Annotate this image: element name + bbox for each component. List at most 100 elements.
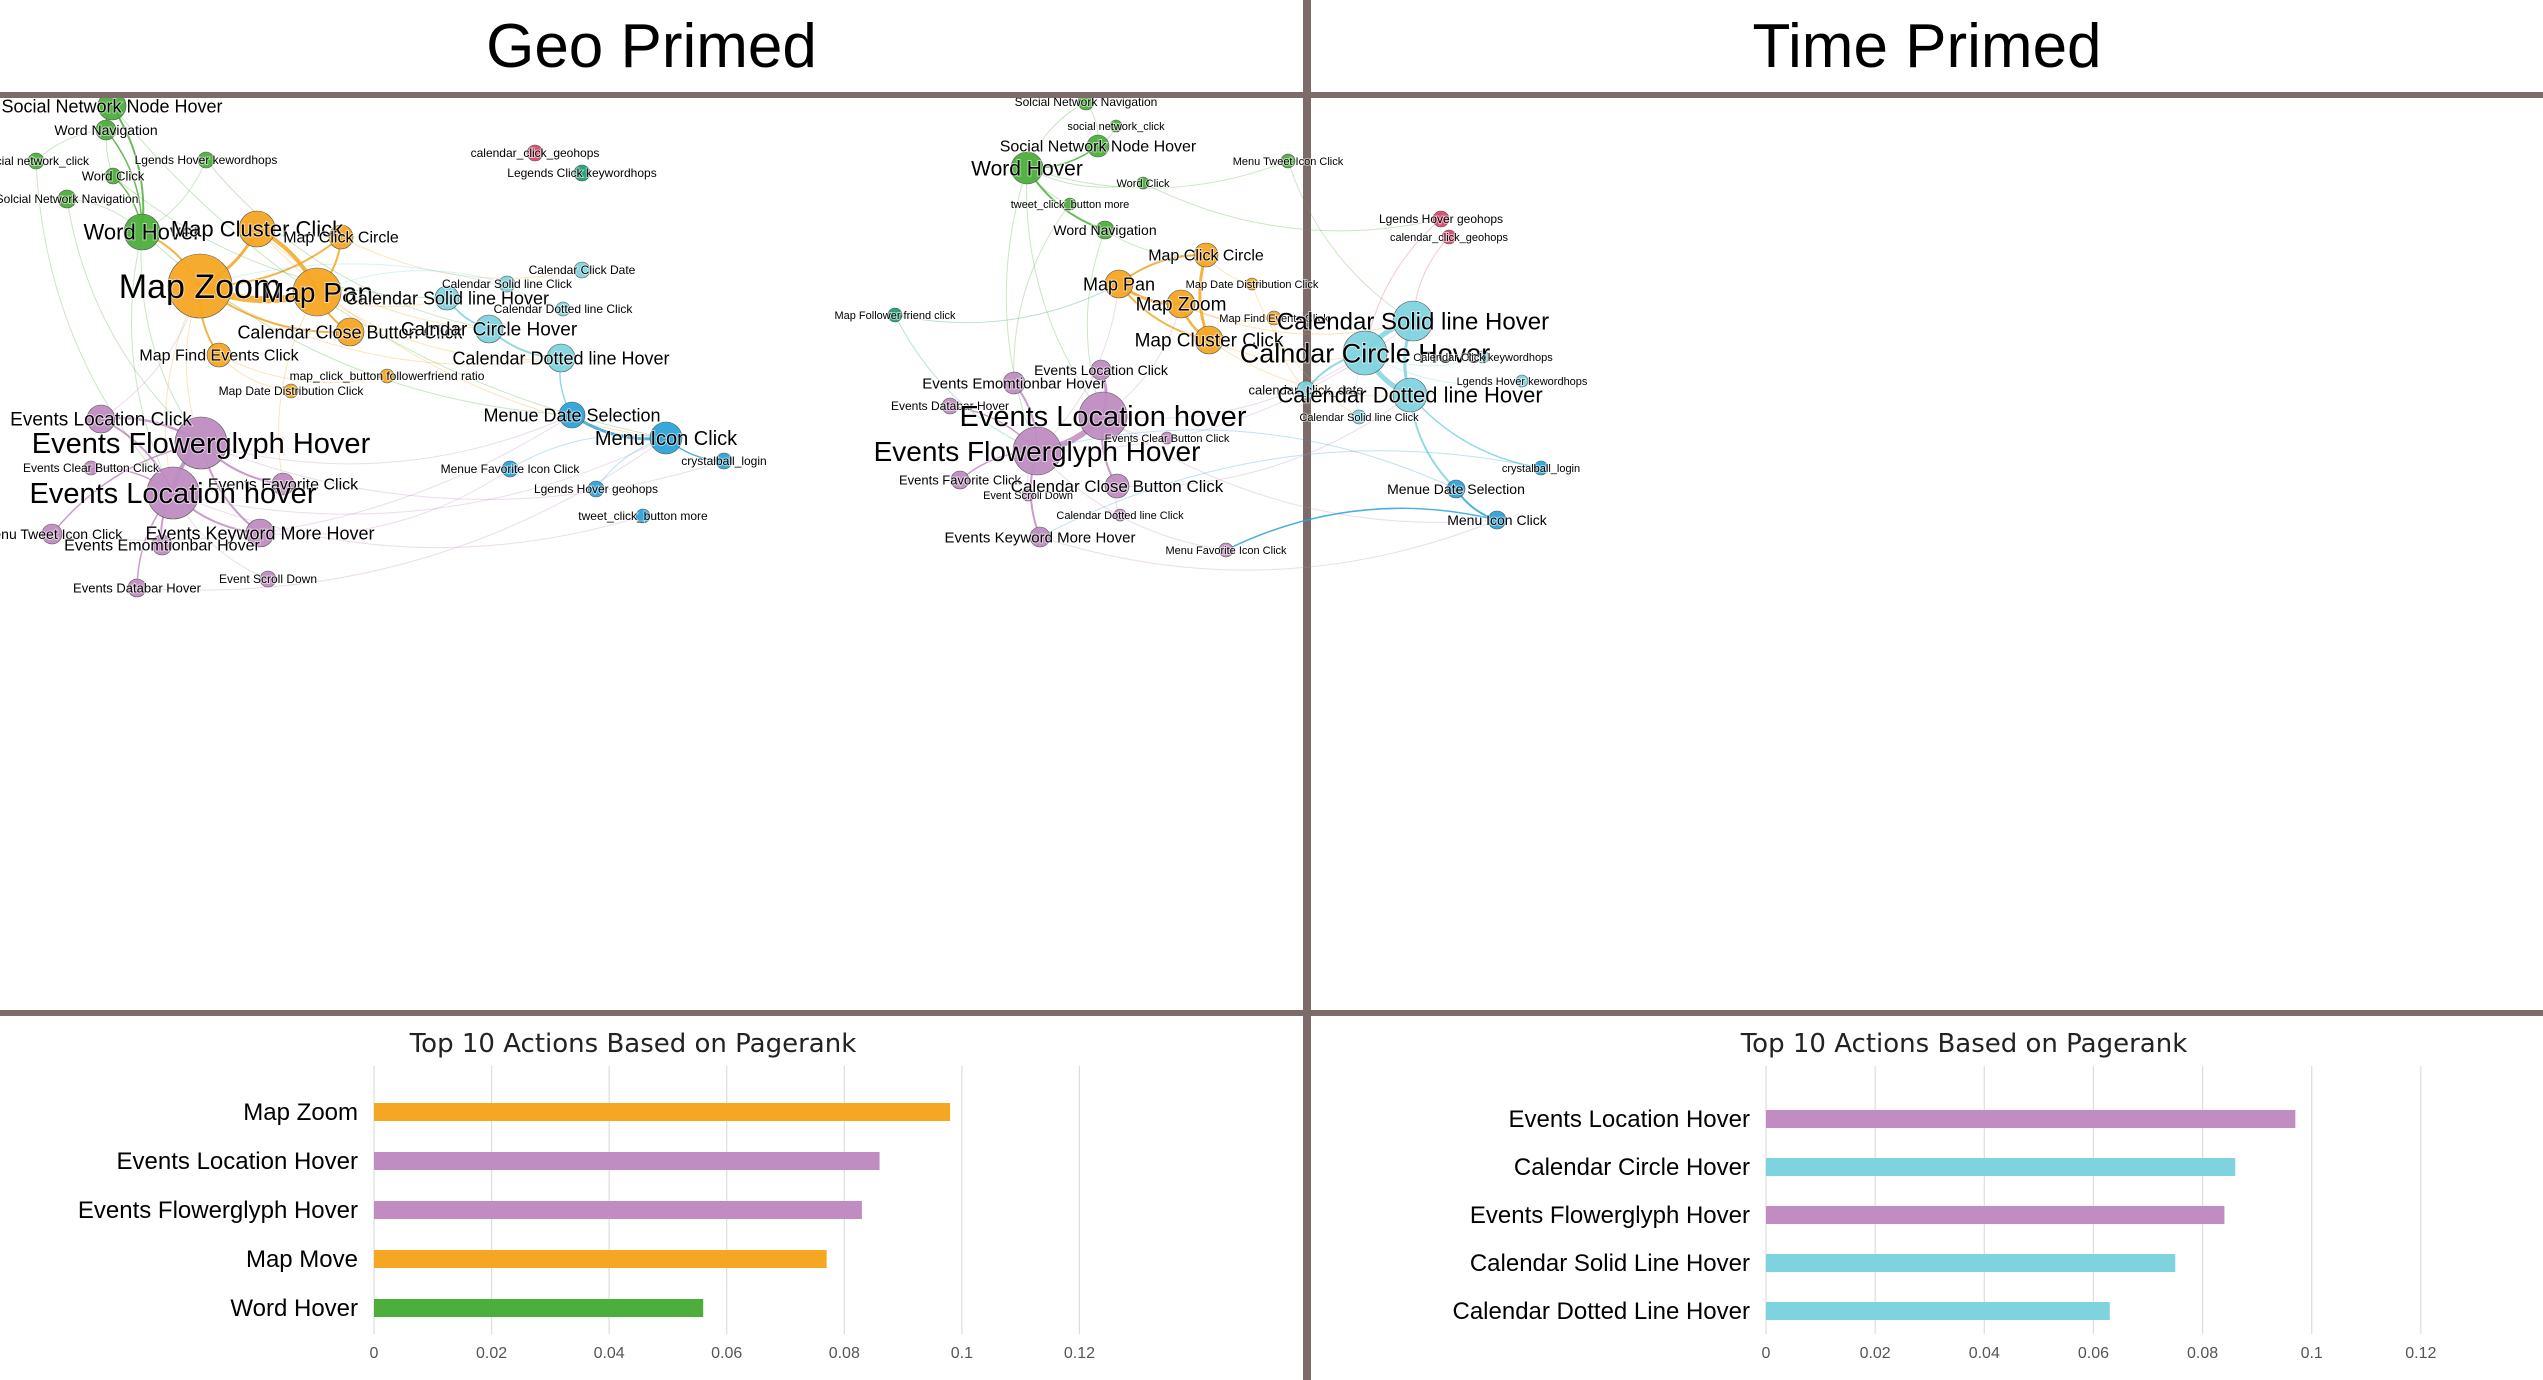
node-word-click[interactable] (1136, 176, 1150, 190)
node-events-flowerglyph-hover[interactable] (174, 416, 228, 470)
node-tweet-click-button-more[interactable] (1063, 197, 1077, 211)
node-calendar-solid-line-click[interactable] (498, 275, 516, 293)
node-crystalball-login[interactable] (1533, 460, 1549, 476)
node-calendar-click-date[interactable] (1296, 380, 1316, 400)
node-solcial-network-navigation[interactable] (1077, 98, 1095, 111)
node-event-scroll-down[interactable] (1021, 488, 1035, 502)
node-label-lgends-hover-kewordhops: Lgends Hover kewordhops (135, 153, 278, 167)
node-calendar-click-geohops[interactable] (1441, 229, 1457, 245)
horizontal-divider-bottom (0, 1010, 2543, 1016)
node-social-network-node-hover[interactable] (1086, 134, 1110, 158)
node-tweet-click-button-more[interactable] (635, 508, 651, 524)
node-calndar-circle-hover[interactable] (474, 314, 504, 344)
node-legends-click-keywordhops[interactable] (573, 164, 591, 182)
node-map-zoom[interactable] (167, 253, 233, 319)
node-events-flowerglyph-hover[interactable] (1012, 426, 1062, 476)
node-calendar-click-keywordhops[interactable] (1476, 350, 1490, 364)
node-menu-tweet-icon-click[interactable] (1280, 153, 1296, 169)
node-label-menu-icon-click: Menu Icon Click (595, 428, 738, 450)
node-menu-favorite-icon-click[interactable] (1218, 542, 1234, 558)
node-events-emomtionbar-hover[interactable] (1002, 371, 1026, 395)
node-menue-date-selection[interactable] (1446, 479, 1466, 499)
node-map-follower-friend-click[interactable] (887, 307, 903, 323)
node-label-word-navigation: Word Navigation (54, 122, 157, 138)
node-events-keyword-more-hover[interactable] (245, 518, 275, 548)
edge-mcir-ccd (340, 236, 583, 279)
node-label-events-databar-hover: Events Databar Hover (891, 399, 1009, 413)
node-map-date-distribution-click[interactable] (1245, 277, 1259, 291)
node-map-zoom[interactable] (1166, 289, 1196, 319)
node-events-databar-hover[interactable] (127, 578, 147, 598)
node-events-favorite-click[interactable] (271, 472, 295, 496)
node-calendar-dotted-line-hover[interactable] (1392, 377, 1428, 413)
node-social-network-node-hover[interactable] (97, 98, 127, 121)
node-label-calendar-close-button-click: Calendar Close Button Click (1011, 477, 1224, 496)
node-label-map-click-circle: Map Click Circle (1148, 248, 1264, 265)
node-events-location-hover[interactable] (1078, 391, 1128, 441)
edge-wh-elh (130, 231, 174, 494)
node-label-map-zoom: Map Zoom (1136, 295, 1227, 316)
node-events-clear-button-click[interactable] (1160, 431, 1174, 445)
node-calendar-click-date[interactable] (573, 261, 591, 279)
node-events-location-hover[interactable] (146, 466, 200, 520)
node-lgends-hover-geohops[interactable] (587, 480, 605, 498)
node-word-hover[interactable] (1010, 151, 1044, 185)
node-map-pan[interactable] (1104, 269, 1134, 299)
node-crystalball-login[interactable] (715, 452, 733, 470)
node-calendar-solid-line-hover[interactable] (1392, 300, 1434, 342)
node-social-network-click[interactable] (27, 152, 45, 170)
node-label-calendar-click-geohops: calendar_click_geohops (1390, 232, 1509, 244)
edge-mp-cdh (316, 291, 562, 360)
node-calndar-circle-hover[interactable] (1342, 330, 1388, 376)
node-calendar-close-button-click[interactable] (1104, 473, 1130, 499)
node-menu-tweet-icon-click[interactable] (41, 523, 63, 545)
node-menue-date-selection[interactable] (558, 401, 586, 429)
node-map-find-events-click[interactable] (1266, 310, 1282, 326)
node-menu-icon-click[interactable] (649, 421, 683, 455)
network-graph-time-primed: Solcial Network Navigation social network… (833, 98, 1589, 571)
node-calendar-dotted-line-click[interactable] (555, 301, 571, 317)
node-events-clear-button-click[interactable] (83, 460, 99, 476)
node-events-keyword-more-hover[interactable] (1029, 526, 1051, 548)
graph-labels: Social Network Node Hover Word Navigation… (0, 98, 768, 597)
node-lgends-hover-geohops[interactable] (1432, 210, 1450, 228)
node-calendar-solid-line-hover[interactable] (434, 285, 460, 311)
graph-nodes (27, 98, 733, 598)
node-map-click-button-followerfriend-ratio[interactable] (379, 368, 395, 384)
node-menue-favorite-icon-click[interactable] (501, 460, 519, 478)
node-calendar-close-button-click[interactable] (335, 317, 365, 347)
node-calendar-click-geohops[interactable] (526, 144, 544, 162)
node-label-calendar-click-geohops: calendar_click_geohops (471, 146, 600, 160)
bar-label-calendar-circle-hover: Calendar Circle Hover (1514, 1154, 1750, 1181)
bar-events-flowerglyph-hover (1766, 1206, 2225, 1224)
node-events-databar-hover[interactable] (941, 397, 959, 415)
node-events-location-click[interactable] (86, 404, 116, 434)
node-calendar-dotted-line-hover[interactable] (546, 343, 576, 373)
node-word-navigation[interactable] (95, 119, 117, 141)
node-map-date-distribution-click[interactable] (283, 383, 299, 399)
node-social-network-click[interactable] (1109, 119, 1123, 133)
pagerank-chart-geo-primed: Top 10 Actions Based on Pagerank 0 0.02 0.0… (78, 1029, 1095, 1362)
node-events-emomtionbar-hover[interactable] (151, 534, 173, 556)
node-map-pan[interactable] (292, 267, 342, 317)
node-events-location-click[interactable] (1090, 359, 1112, 381)
node-calendar-solid-line-click[interactable] (1351, 409, 1367, 425)
node-word-hover[interactable] (123, 213, 161, 251)
edge-mz-cdh (199, 285, 562, 365)
node-map-click-circle[interactable] (328, 224, 354, 250)
node-map-find-events-click[interactable] (206, 342, 232, 368)
node-event-scroll-down[interactable] (259, 570, 277, 588)
node-menu-icon-click[interactable] (1487, 510, 1507, 530)
node-lgends-hover-kewordhops[interactable] (197, 151, 215, 169)
node-events-favorite-click[interactable] (950, 470, 970, 490)
node-solcial-network-navigation[interactable] (57, 189, 77, 209)
node-map-cluster-click[interactable] (238, 210, 276, 248)
node-word-navigation[interactable] (1095, 220, 1115, 240)
node-word-click[interactable] (104, 167, 122, 185)
node-map-cluster-click[interactable] (1194, 325, 1224, 355)
node-calendar-dotted-line-click[interactable] (1113, 508, 1127, 522)
edge-csc-mp (316, 270, 508, 293)
edge-mic-mfic (509, 434, 667, 470)
node-lgends-hover-kewordhops[interactable] (1515, 374, 1529, 388)
node-map-click-circle[interactable] (1193, 242, 1219, 268)
